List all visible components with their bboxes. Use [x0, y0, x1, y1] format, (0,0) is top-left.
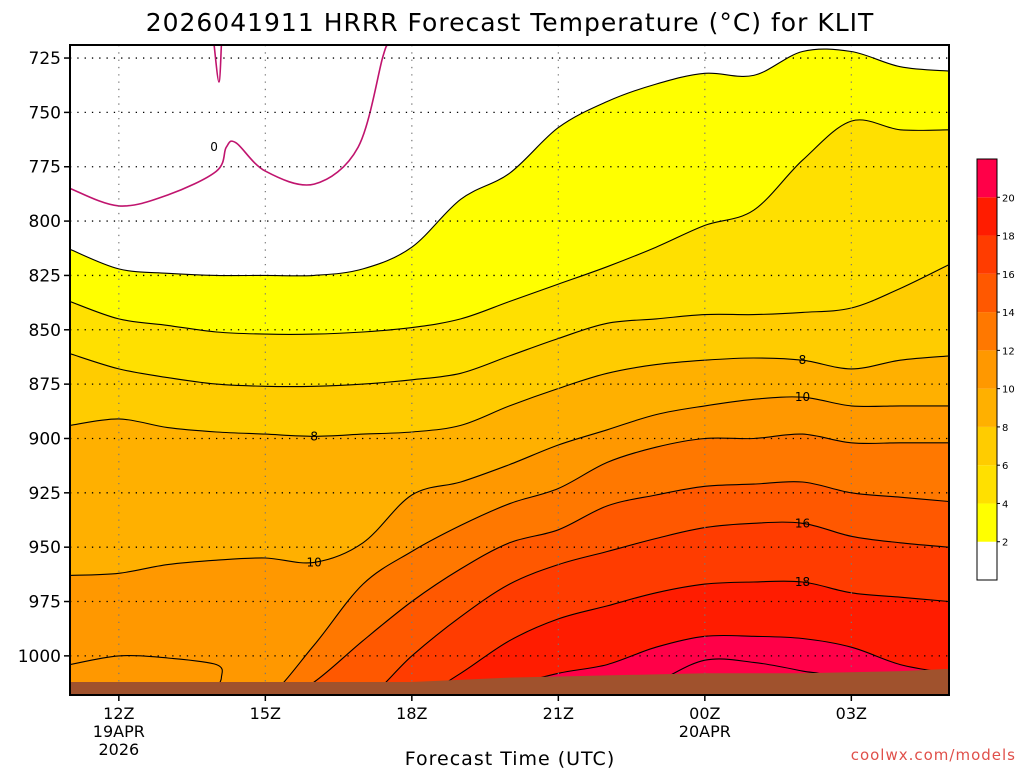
colorbar-seg-18 — [977, 197, 997, 236]
y-tick-label-975: 975 — [29, 593, 61, 613]
y-tick-label-950: 950 — [29, 538, 61, 558]
plot-frame — [69, 44, 950, 696]
colorbar-seg-16 — [977, 235, 997, 274]
y-tick-label-750: 750 — [29, 103, 61, 123]
isotherm-label-1: 8 — [310, 429, 318, 443]
isotherm-10 — [70, 396, 949, 576]
colorbar: 2 4 6 8 10 12 14 16 18 20 — [976, 158, 1015, 581]
colorbar-label-18: 18 — [1002, 232, 1015, 243]
colorbar-seg-12 — [977, 312, 997, 351]
grid-lines — [70, 45, 949, 695]
y-tick-label-900: 900 — [29, 429, 61, 449]
colorbar-label-6: 6 — [1002, 461, 1008, 472]
isotherm-label-2: 10 — [307, 555, 322, 569]
isotherm-0 — [70, 45, 389, 207]
lobe-fill-10 — [70, 655, 223, 689]
isotherm-label-5: 16 — [795, 516, 810, 530]
colorbar-label-20: 20 — [1002, 193, 1015, 204]
isotherm-16 — [371, 521, 949, 695]
colorbar-label-4: 4 — [1002, 499, 1008, 510]
isotherm-12 — [270, 433, 949, 695]
isotherm-label-6: 18 — [795, 575, 810, 589]
y-tick-label-875: 875 — [29, 375, 61, 395]
colorbar-label-12: 12 — [1002, 346, 1015, 357]
colorbar-seg-6 — [977, 426, 997, 466]
isotherm-label-4: 10 — [795, 390, 810, 404]
x-tick-sublabel-19APR: 19APR — [93, 722, 145, 741]
y-tick-label-775: 775 — [29, 158, 61, 178]
chart-title: 2026041911 HRRR Forecast Temperature (°C… — [146, 8, 875, 37]
colorbar-seg-4 — [977, 465, 997, 504]
plot-area — [70, 45, 949, 695]
isotherm-8 — [70, 355, 949, 437]
x-tick-label-18Z: 18Z — [396, 704, 427, 723]
colorbar-label-16: 16 — [1002, 270, 1015, 281]
temperature-fills — [70, 45, 949, 695]
x-axis-title: Forecast Time (UTC) — [405, 748, 615, 768]
colorbar-label-14: 14 — [1002, 308, 1015, 319]
colorbar-seg-2 — [977, 503, 997, 542]
colorbar-seg-14 — [977, 273, 997, 313]
y-axis-ticks: 725 750 775 800 825 850 875 900 925 950 975 1000 — [18, 49, 70, 667]
colorbar-label-8: 8 — [1002, 423, 1008, 434]
isotherm-label-0: 0 — [210, 140, 218, 154]
x-tick-label-03Z: 03Z — [836, 704, 867, 723]
isotherm-labels: 0 8 10 8 10 16 18 — [210, 140, 810, 589]
colorbar-frame — [976, 158, 998, 581]
colorbar-seg-20 — [977, 159, 997, 198]
colorbar-seg-8 — [977, 388, 997, 427]
colorbar-seg-0 — [977, 541, 997, 580]
isotherm-20 — [480, 634, 949, 695]
y-tick-label-800: 800 — [29, 212, 61, 232]
isotherm-0-spike — [213, 45, 223, 83]
y-tick-label-825: 825 — [29, 266, 61, 286]
colorbar-label-2: 2 — [1002, 538, 1008, 549]
isotherm-4 — [70, 119, 949, 335]
x-tick-label-21Z: 21Z — [543, 704, 574, 723]
x-tick-sublabel-20APR: 20APR — [679, 722, 731, 741]
x-tick-label-12Z: 12Z — [103, 704, 134, 723]
y-tick-label-1000: 1000 — [18, 647, 61, 667]
x-tick-label-15Z: 15Z — [250, 704, 281, 723]
y-tick-label-850: 850 — [29, 321, 61, 341]
x-tick-label-00Z: 00Z — [689, 704, 720, 723]
isotherm-label-3: 8 — [799, 353, 807, 367]
credit-text: coolwx.com/models — [851, 746, 1016, 764]
y-tick-label-725: 725 — [29, 49, 61, 69]
isotherm-18 — [424, 580, 949, 695]
y-tick-label-925: 925 — [29, 484, 61, 504]
colorbar-seg-10 — [977, 350, 997, 389]
x-tick-sublabel-2026: 2026 — [98, 740, 139, 759]
colorbar-label-10: 10 — [1002, 385, 1015, 396]
ground-fill — [70, 668, 949, 695]
ground-layer — [70, 668, 949, 695]
